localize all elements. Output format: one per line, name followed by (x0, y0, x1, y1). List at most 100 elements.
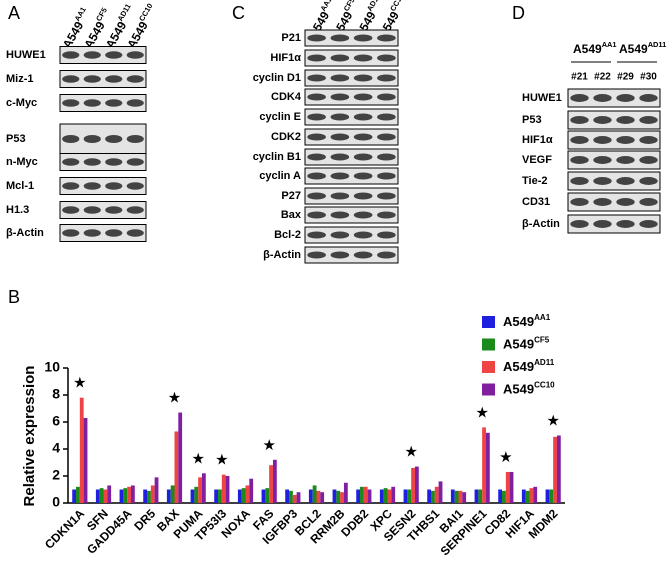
blot-band (593, 156, 612, 164)
blot-box (59, 94, 147, 112)
protein-label: H1.3 (6, 204, 29, 216)
blot-box (304, 69, 399, 87)
blot-box (567, 150, 661, 170)
group-label-base: A549 (619, 42, 648, 56)
bar (521, 489, 526, 503)
blot-band (105, 229, 123, 237)
legend-label-sup: AA1 (534, 313, 551, 322)
blot-band (307, 93, 326, 101)
group-label-sup: AA1 (602, 40, 617, 49)
blot-band (593, 177, 612, 185)
bar (407, 489, 412, 503)
bar (76, 486, 80, 503)
blot-band (377, 133, 396, 141)
blot-band (353, 34, 373, 42)
y-tick-label: 6 (52, 413, 60, 429)
blot-band (62, 51, 80, 59)
bar (245, 485, 250, 503)
bar (525, 490, 530, 503)
y-axis-label: Relative expression (21, 366, 38, 507)
blot-band (126, 206, 144, 214)
panel-label: C (232, 3, 245, 23)
bar (296, 492, 301, 503)
bar (434, 486, 439, 503)
blot-band (353, 211, 373, 219)
blot-band (83, 229, 101, 237)
bar (363, 486, 368, 503)
bar (103, 489, 108, 503)
blot-band (126, 51, 144, 59)
blot-box (304, 187, 399, 205)
bar (332, 489, 337, 503)
blot-band (330, 74, 350, 82)
blot-band (330, 192, 350, 200)
bar (225, 476, 230, 503)
blot-band (639, 177, 658, 185)
legend-label-sup: AD11 (534, 358, 555, 367)
blot-band (616, 156, 635, 164)
bar (190, 489, 195, 503)
bar (166, 489, 171, 503)
bar (265, 488, 270, 503)
blot-box (304, 167, 399, 185)
x-tick-label: DR5 (131, 506, 158, 533)
lane-label: #22 (594, 72, 611, 83)
protein-label: P53 (522, 114, 542, 126)
blot-band (330, 172, 350, 180)
lane-label-sup: CC10 (388, 0, 405, 13)
blot-box (59, 70, 147, 88)
protein-label: cyclin B1 (253, 151, 301, 163)
blot-box (304, 49, 399, 67)
blot-band (307, 113, 326, 121)
protein-label: β-Actin (6, 227, 44, 239)
protein-label: Bcl-2 (274, 229, 301, 241)
blot-band (126, 158, 144, 166)
bar (119, 489, 124, 503)
blot-band (377, 251, 396, 259)
bar (411, 467, 415, 503)
blot-band (639, 116, 658, 124)
protein-label: CD31 (522, 196, 550, 208)
legend-label: A549CC10 (503, 380, 555, 397)
bar (147, 490, 151, 503)
bar (198, 477, 202, 503)
blot-band (377, 113, 396, 121)
bar (356, 489, 361, 503)
blot-band (330, 251, 350, 259)
blot-band (616, 94, 635, 102)
bar (292, 494, 297, 503)
bar (498, 489, 503, 503)
bar (99, 488, 104, 503)
bar (316, 490, 321, 503)
legend-label: A549AA1 (503, 313, 551, 330)
blot-box (304, 148, 399, 166)
blot-band (83, 99, 101, 107)
blot-band (639, 156, 658, 164)
significance-star: ★ (168, 390, 181, 407)
bar (474, 489, 479, 503)
legend-swatch (482, 383, 495, 396)
protein-label: CDK4 (271, 91, 302, 103)
blot-band (639, 94, 658, 102)
blot-band (105, 182, 123, 190)
blot-band (639, 220, 658, 228)
lane-label-sup: AD11 (116, 2, 133, 23)
blot-band (377, 74, 396, 82)
blot-band (353, 54, 373, 62)
significance-star: ★ (262, 437, 275, 454)
bar (340, 492, 344, 503)
blot-box (304, 108, 399, 126)
bar (95, 489, 100, 503)
blot-band (570, 136, 589, 144)
blot-band (593, 198, 612, 206)
blot-band (62, 135, 80, 143)
legend-label-sup: CC10 (534, 380, 555, 389)
blot-band (126, 99, 144, 107)
blot-band (330, 54, 350, 62)
blot-band (83, 75, 101, 83)
y-tick-label: 10 (44, 359, 60, 375)
bar (308, 489, 313, 503)
bar (261, 489, 266, 503)
bar (79, 397, 84, 503)
blot-band (83, 182, 101, 190)
